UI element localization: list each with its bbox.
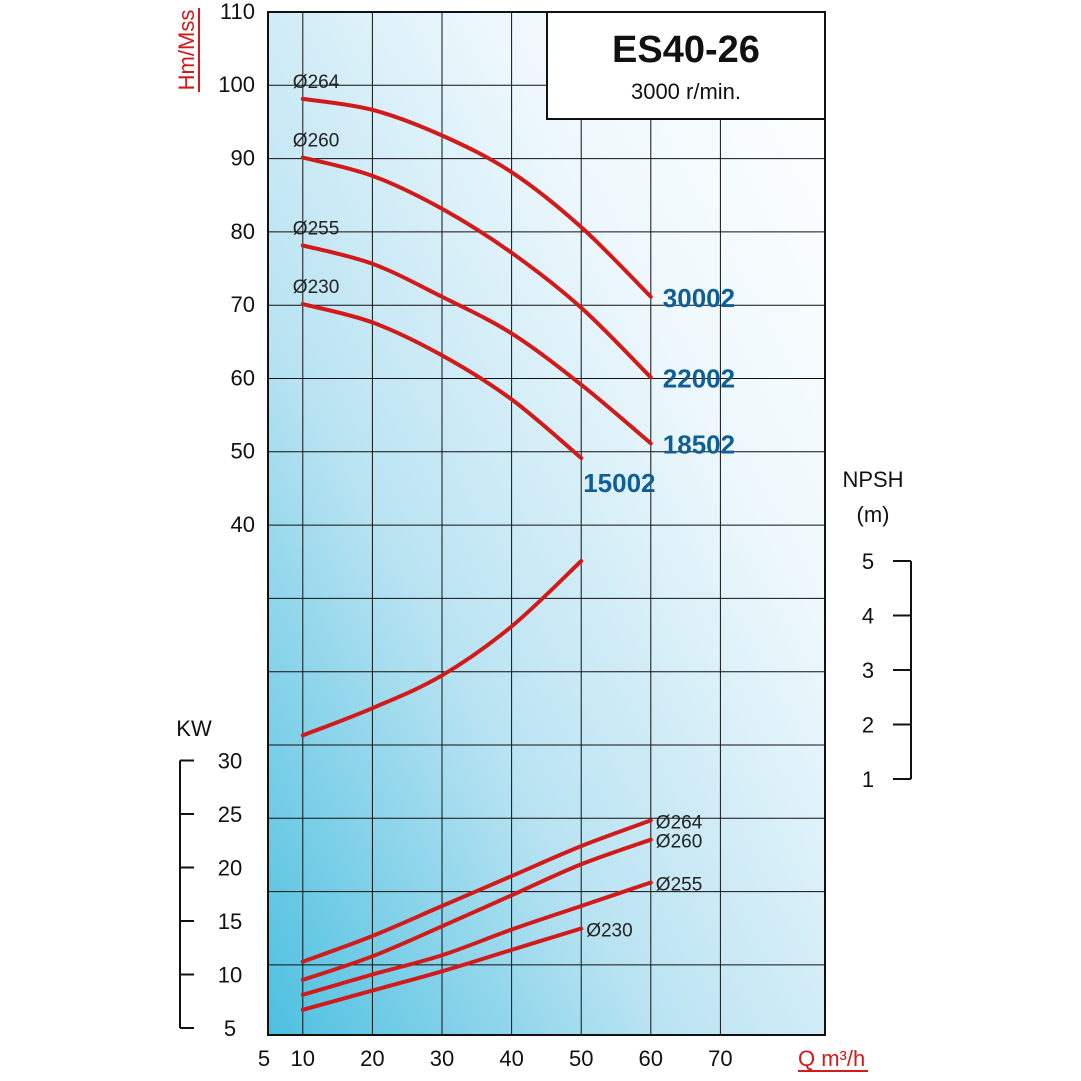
npsh-tick-label: 4	[862, 604, 874, 629]
x-tick-label: 50	[569, 1046, 593, 1071]
title-box: ES40-26 3000 r/min.	[546, 11, 826, 120]
npsh-tick-label: 5	[862, 549, 874, 574]
kw-tick-label: 25	[218, 802, 242, 827]
chart-subtitle: 3000 r/min.	[631, 79, 741, 104]
curve-labels-layer: Ø264 30002 Ø260 22002 Ø255 18502 Ø230 15002 Ø264…	[293, 72, 735, 942]
power-curve	[300, 880, 653, 997]
y-tick-label: 40	[231, 512, 255, 537]
power-diameter-label: Ø264	[656, 812, 703, 833]
model-label: 15002	[583, 468, 655, 498]
y-tick-label: 60	[231, 365, 255, 390]
x-tick-label: 60	[639, 1046, 663, 1071]
x-tick-label: 5	[258, 1046, 270, 1071]
head-diameter-label: Ø230	[293, 277, 339, 298]
power-curve	[300, 818, 653, 964]
kw-tick-label: 10	[218, 963, 242, 988]
npsh-tick-label: 3	[862, 658, 874, 683]
npsh-tick-label: 2	[862, 713, 874, 738]
y-tick-label: 50	[231, 439, 255, 464]
npsh-tick-label: 1	[862, 767, 874, 792]
y-tick-label: 90	[231, 146, 255, 171]
y-tick-label: 70	[231, 292, 255, 317]
head-curve	[300, 155, 653, 380]
power-curve	[300, 926, 584, 1012]
npsh-axis: 5 4 3 2 1	[862, 549, 912, 792]
head-curve	[300, 96, 653, 299]
y-tick-label: 80	[231, 219, 255, 244]
x-tick-label: 30	[430, 1046, 454, 1071]
grid-lines	[268, 12, 825, 1035]
x-tick-label: 40	[499, 1046, 523, 1071]
npsh-axis-title: NPSH	[842, 467, 903, 492]
x-tick-label: 20	[360, 1046, 384, 1071]
head-diameter-label: Ø255	[293, 218, 339, 239]
head-curve	[300, 243, 653, 446]
model-label: 30002	[663, 283, 735, 313]
head-curve	[300, 302, 584, 461]
svg-text:Hm/Mss: Hm/Mss	[174, 10, 199, 91]
kw-tick-label: 30	[218, 749, 242, 774]
power-diameter-label: Ø230	[586, 920, 632, 941]
x-axis-title: Q m³/h	[798, 1046, 865, 1071]
kw-tick-label: 20	[218, 856, 242, 881]
power-diameter-label: Ø260	[656, 832, 702, 853]
kw-axis: 30 25 20 15 10 5	[179, 749, 242, 1041]
chart-title: ES40-26	[612, 29, 760, 71]
npsh-axis-unit: (m)	[857, 502, 890, 527]
kw-tick-label: 15	[218, 909, 242, 934]
power-diameter-label: Ø255	[656, 874, 702, 895]
head-diameter-label: Ø264	[293, 72, 340, 93]
y-axis-title: Hm/Mss	[174, 10, 199, 91]
kw-axis-title: KW	[176, 716, 212, 741]
power-curve	[300, 837, 653, 982]
y-tick-label: 110	[220, 0, 255, 24]
flow-axis-ticks: 5 10 20 30 40 50 60 70	[258, 1046, 733, 1071]
npsh-curve	[300, 559, 584, 738]
x-tick-label: 70	[708, 1046, 732, 1071]
kw-tick-label: 5	[224, 1016, 236, 1041]
head-axis-ticks: 110 100 90 80 70 60 50 40	[218, 0, 255, 537]
x-tick-label: 10	[291, 1046, 315, 1071]
head-diameter-label: Ø260	[293, 131, 339, 152]
curves-layer	[300, 96, 653, 1012]
model-label: 22002	[663, 363, 735, 393]
y-tick-label: 100	[218, 72, 255, 97]
plot-area	[268, 12, 825, 1035]
model-label: 18502	[663, 429, 735, 459]
